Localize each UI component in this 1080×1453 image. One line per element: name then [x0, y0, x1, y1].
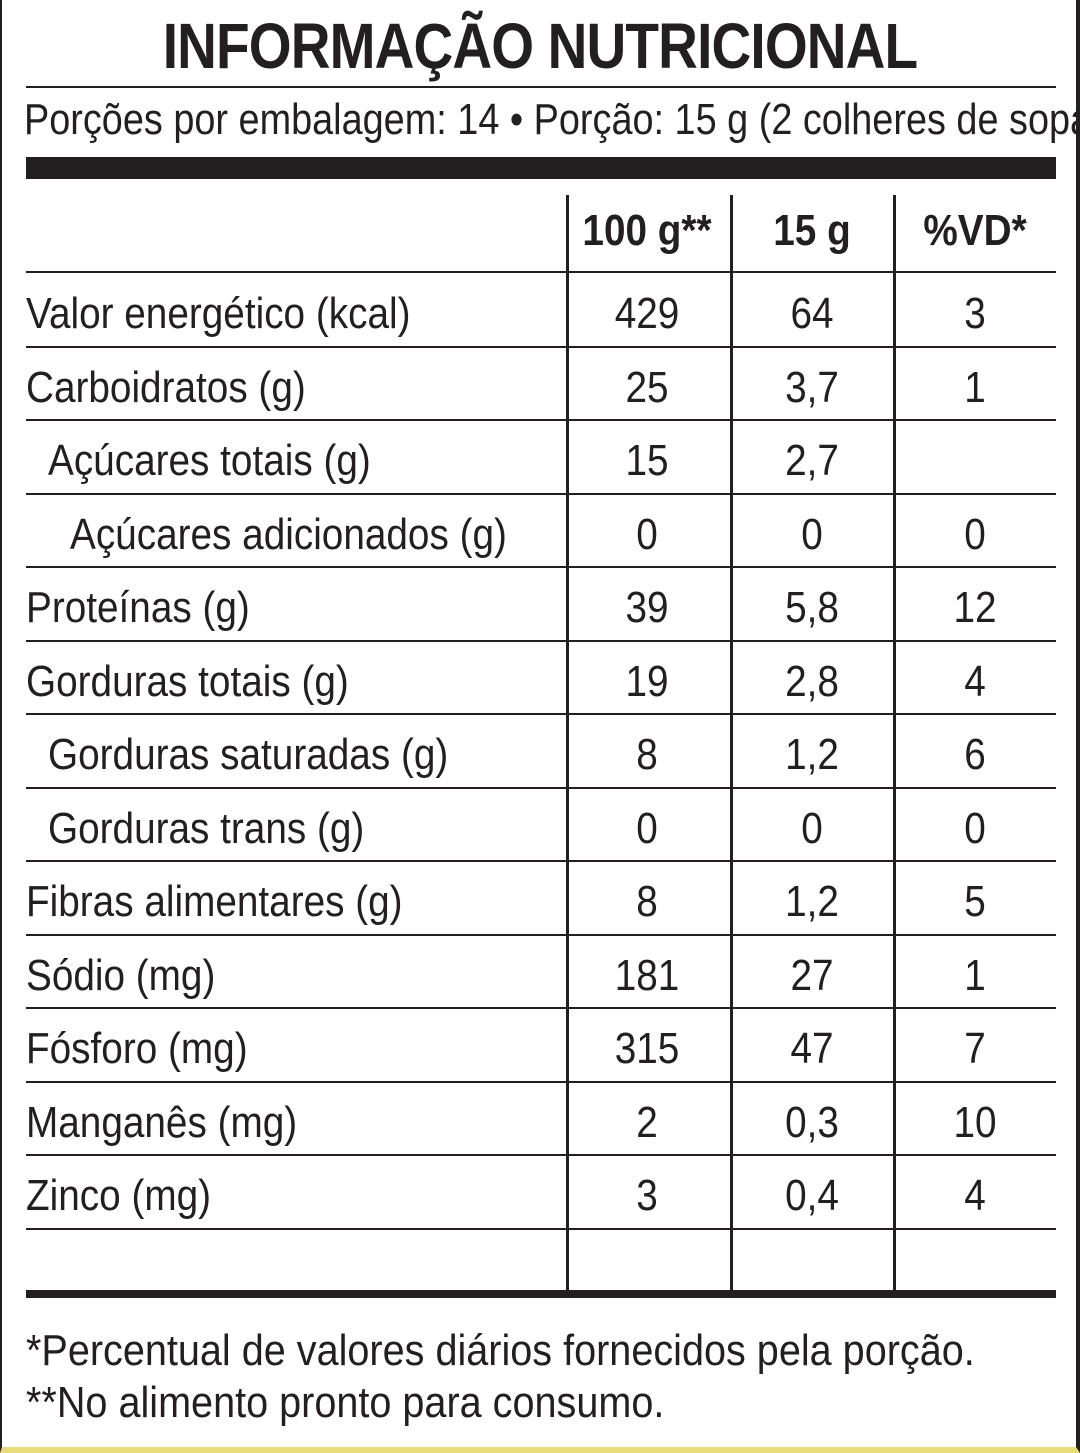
- header-thick-rule: [26, 157, 1056, 179]
- nutrient-value: 25: [625, 362, 669, 412]
- nutrient-value: 3: [964, 289, 986, 338]
- row-divider: [26, 419, 1056, 421]
- column-header: %VD*: [923, 206, 1027, 255]
- nutrient-label: Açúcares adicionados (g): [70, 509, 507, 559]
- nutrient-label: Gorduras saturadas (g): [48, 730, 449, 779]
- row-divider: [26, 1227, 1056, 1230]
- nutrient-value: 0: [636, 509, 658, 559]
- nutrient-value: 315: [614, 1024, 680, 1073]
- header-divider: [26, 271, 1056, 273]
- nutrient-value: 1,2: [785, 730, 839, 779]
- nutrient-label: Zinco (mg): [26, 1171, 212, 1220]
- column-header: 100 g**: [582, 206, 712, 255]
- row-divider: [26, 1080, 1056, 1083]
- nutrient-label: Proteínas (g): [26, 583, 250, 632]
- serving-info: Porções por embalagem: 14 • Porção: 15 g…: [24, 95, 1080, 144]
- nutrient-value: 6: [964, 730, 986, 779]
- column-divider: [893, 195, 896, 1290]
- nutrient-value: 0,3: [785, 1097, 839, 1147]
- nutrient-value: 3: [636, 1171, 658, 1220]
- nutrient-value: 5: [964, 877, 986, 926]
- nutrient-label: Fósforo (mg): [26, 1024, 248, 1073]
- nutrient-value: 39: [625, 583, 669, 632]
- nutrient-value: 10: [953, 1097, 997, 1147]
- row-divider: [26, 345, 1056, 348]
- nutrient-value: 5,8: [785, 583, 839, 632]
- footnote-ready: **No alimento pronto para consumo.: [26, 1378, 665, 1427]
- row-divider: [26, 933, 1056, 936]
- nutrient-value: 2,8: [785, 656, 839, 706]
- row-divider: [26, 492, 1056, 495]
- row-divider: [26, 639, 1056, 642]
- nutrient-value: 8: [636, 877, 658, 926]
- nutrient-label: Carboidratos (g): [26, 362, 306, 412]
- row-divider: [26, 1007, 1056, 1009]
- nutrient-label: Fibras alimentares (g): [26, 877, 403, 926]
- row-divider: [26, 713, 1056, 715]
- nutrient-label: Valor energético (kcal): [26, 289, 411, 338]
- nutrient-value: 0: [964, 803, 986, 853]
- nutrient-value: 0: [636, 803, 658, 853]
- nutrient-label: Gorduras trans (g): [48, 803, 365, 853]
- nutrient-value: 3,7: [785, 362, 839, 412]
- nutrient-value: 4: [964, 1171, 986, 1220]
- row-divider: [26, 1154, 1056, 1156]
- nutrient-value: 0,4: [785, 1171, 839, 1220]
- nutrient-label: Gorduras totais (g): [26, 656, 349, 706]
- nutrient-value: 12: [953, 583, 997, 632]
- nutrient-value: 7: [964, 1024, 986, 1073]
- nutrient-value: 64: [790, 289, 834, 338]
- nutrient-value: 15: [625, 436, 669, 485]
- nutrient-value: 1,2: [785, 877, 839, 926]
- nutrient-value: 2: [636, 1097, 658, 1147]
- nutrient-value: 27: [790, 950, 834, 1000]
- nutrient-value: 0: [964, 509, 986, 559]
- nutrient-value: 429: [614, 289, 680, 338]
- nutrient-value: 1: [964, 362, 986, 412]
- column-divider: [730, 195, 733, 1290]
- nutrient-label: Sódio (mg): [26, 950, 216, 1000]
- title-divider: [26, 86, 1056, 88]
- row-divider: [26, 786, 1056, 789]
- nutrient-value: 181: [614, 950, 680, 1000]
- row-divider: [26, 566, 1056, 568]
- table-bottom-rule: [26, 1290, 1056, 1298]
- column-header: 15 g: [773, 206, 851, 255]
- nutrient-label: Manganês (mg): [26, 1097, 298, 1147]
- column-divider: [566, 195, 569, 1290]
- nutrient-value: 19: [625, 656, 669, 706]
- row-divider: [26, 860, 1056, 862]
- nutrient-value: 4: [964, 656, 986, 706]
- nutrient-value: 47: [790, 1024, 834, 1073]
- nutrient-value: 1: [964, 950, 986, 1000]
- label-title: INFORMAÇÃO NUTRICIONAL: [162, 10, 918, 82]
- footnote-vd: *Percentual de valores diários fornecido…: [26, 1326, 975, 1375]
- nutrient-label: Açúcares totais (g): [48, 436, 371, 485]
- nutrient-value: 0: [801, 803, 823, 853]
- nutrient-value: 2,7: [785, 436, 839, 485]
- nutrient-value: 0: [801, 509, 823, 559]
- nutrient-value: 8: [636, 730, 658, 779]
